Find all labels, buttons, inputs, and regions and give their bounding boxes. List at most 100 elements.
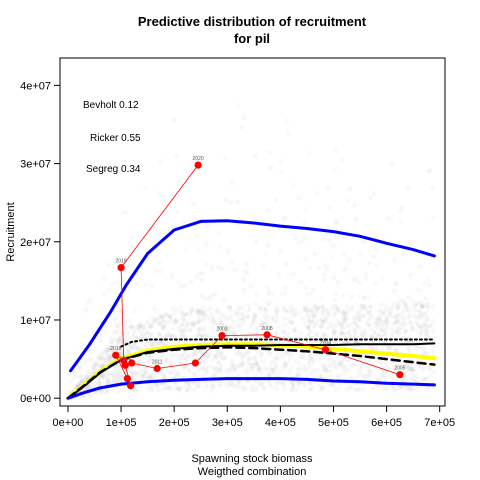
- cloud-point: [314, 190, 320, 196]
- cloud-point: [298, 310, 303, 316]
- cloud-point: [183, 311, 189, 317]
- cloud-point: [113, 280, 119, 285]
- cloud-point: [256, 368, 261, 373]
- cloud-point: [334, 364, 340, 370]
- cloud-point: [237, 379, 242, 384]
- cloud-point: [176, 280, 182, 285]
- cloud-point: [145, 376, 151, 382]
- cloud-point: [356, 386, 362, 392]
- cloud-point: [337, 384, 343, 390]
- cloud-point: [104, 376, 110, 381]
- observed-point: [321, 346, 330, 354]
- cloud-point: [219, 312, 224, 317]
- cloud-point: [394, 327, 399, 332]
- observed-point: [127, 382, 135, 390]
- cloud-point: [345, 329, 350, 335]
- cloud-point: [118, 339, 123, 345]
- cloud-point: [410, 324, 416, 330]
- cloud-point: [260, 381, 265, 387]
- cloud-point: [266, 208, 271, 213]
- cloud-point: [325, 186, 331, 191]
- cloud-point: [116, 373, 121, 379]
- cloud-point: [96, 381, 102, 387]
- cloud-point: [358, 314, 363, 320]
- cloud-point: [194, 310, 200, 316]
- cloud-point: [387, 345, 393, 351]
- cloud-point: [275, 309, 281, 315]
- cloud-point: [201, 311, 206, 317]
- cloud-point: [385, 386, 390, 392]
- cloud-point: [196, 367, 202, 373]
- cloud-point: [404, 328, 410, 333]
- cloud-point: [316, 357, 322, 363]
- cloud-point: [339, 157, 344, 163]
- cloud-point: [227, 304, 232, 310]
- cloud-point: [220, 355, 226, 361]
- cloud-point: [145, 358, 151, 364]
- cloud-point: [203, 331, 208, 336]
- lower-band-path: [66, 377, 436, 400]
- cloud-point: [104, 389, 109, 395]
- cloud-point: [309, 310, 315, 315]
- cloud-point: [83, 374, 89, 380]
- cloud-point: [118, 334, 124, 340]
- cloud-point: [361, 374, 366, 379]
- cloud-point: [342, 317, 347, 323]
- cloud-point: [406, 347, 411, 352]
- cloud-point: [166, 333, 172, 339]
- cloud-point: [274, 380, 279, 386]
- cloud-point: [339, 330, 345, 336]
- cloud-point: [259, 351, 264, 356]
- cloud-point: [249, 384, 255, 389]
- cloud-point: [240, 352, 245, 358]
- cloud-point: [132, 336, 138, 341]
- cloud-point: [353, 330, 358, 335]
- cloud-point: [105, 348, 111, 353]
- cloud-point: [81, 377, 87, 382]
- cloud-point: [278, 248, 284, 254]
- cloud-point: [398, 321, 404, 327]
- cloud-point: [325, 368, 330, 374]
- cloud-point: [421, 367, 427, 373]
- cloud-point: [102, 357, 107, 363]
- cloud-point: [178, 304, 183, 310]
- cloud-point: [308, 357, 314, 362]
- cloud-point: [178, 385, 183, 390]
- cloud-point: [111, 371, 116, 377]
- cloud-point: [351, 328, 356, 334]
- cloud-point: [111, 348, 117, 353]
- cloud-point: [359, 307, 365, 312]
- cloud-point: [240, 274, 246, 279]
- cloud-point: [151, 317, 157, 323]
- cloud-point: [245, 350, 251, 356]
- cloud-point: [394, 348, 400, 354]
- cloud-point: [284, 333, 290, 339]
- cloud-point: [162, 381, 168, 386]
- cloud-point: [111, 330, 117, 336]
- cloud-point: [295, 374, 300, 379]
- cloud-point: [281, 382, 287, 387]
- annotation-ricker: Ricker 0.55: [90, 133, 141, 144]
- cloud-point: [419, 303, 425, 309]
- cloud-point: [247, 357, 252, 363]
- cloud-point: [332, 296, 338, 302]
- cloud-point: [384, 315, 389, 321]
- cloud-point: [118, 279, 123, 285]
- cloud-point: [79, 378, 84, 384]
- cloud-point: [201, 313, 207, 318]
- cloud-point: [149, 323, 154, 329]
- cloud-point: [292, 311, 298, 317]
- cloud-point: [399, 205, 404, 211]
- cloud-point: [208, 305, 214, 311]
- cloud-point: [110, 374, 116, 379]
- cloud-point: [366, 294, 372, 300]
- cloud-point: [396, 331, 402, 337]
- cloud-point: [290, 337, 296, 342]
- cloud-point: [388, 344, 394, 349]
- cloud-point: [339, 360, 344, 365]
- cloud-point: [221, 298, 227, 304]
- cloud-point: [331, 303, 337, 308]
- cloud-point: [233, 309, 239, 315]
- cloud-point: [201, 365, 206, 370]
- cloud-point: [103, 379, 108, 385]
